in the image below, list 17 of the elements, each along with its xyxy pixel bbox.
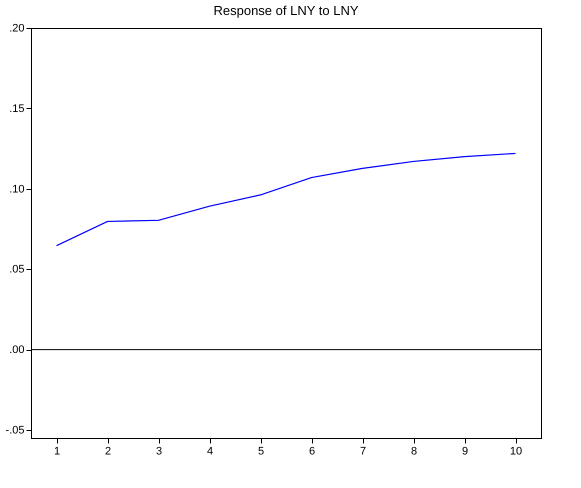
x-tick-label: 1 (54, 446, 60, 458)
x-tick-label: 4 (206, 446, 214, 458)
y-tick-label: -.05 (6, 424, 24, 436)
chart-title: Response of LNY to LNY (213, 3, 359, 18)
x-tick-label: 5 (258, 446, 264, 458)
x-tick-label: 9 (462, 446, 468, 458)
y-tick-label: .05 (9, 264, 24, 276)
x-tick-label: 7 (360, 446, 366, 458)
x-tick-label: 8 (410, 446, 418, 458)
y-tick-label: .00 (9, 344, 24, 356)
y-tick-label: .10 (9, 183, 24, 196)
y-tick-label: .15 (9, 102, 24, 115)
x-tick-label: 6 (308, 446, 316, 458)
x-tick-label: 10 (510, 446, 522, 458)
x-tick-label: 2 (104, 446, 112, 458)
x-tick-label: 3 (156, 446, 162, 458)
y-tick-label: .20 (9, 22, 24, 34)
